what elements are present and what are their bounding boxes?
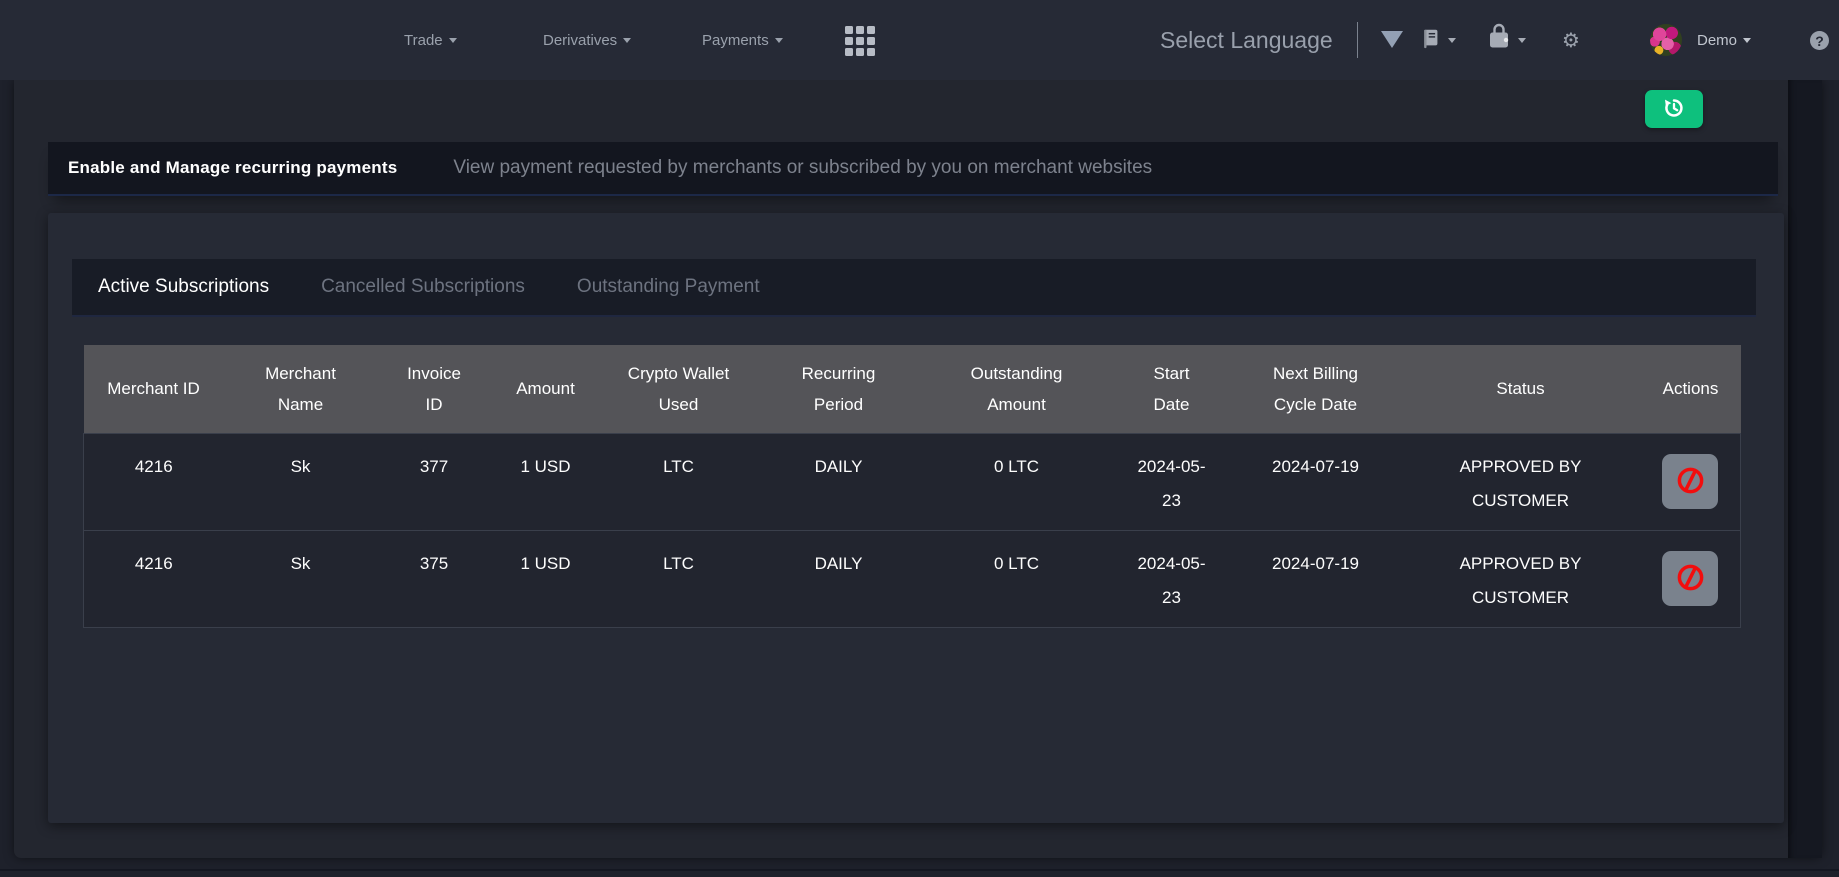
chevron-down-icon — [1518, 37, 1526, 43]
orderbook-menu[interactable] — [1420, 0, 1456, 80]
col-crypto-wallet: Crypto Wallet Used — [627, 363, 730, 414]
user-menu[interactable]: Demo — [1697, 0, 1752, 80]
page-subtitle: View payment requested by merchants or s… — [453, 157, 1153, 178]
cell-invoice-id: 375 — [377, 529, 491, 628]
tab-active-subscriptions[interactable]: Active Subscriptions — [72, 259, 295, 315]
nav-menu-trade-label: Trade — [404, 31, 443, 49]
cancel-subscription-icon — [1675, 465, 1706, 499]
chevron-down-icon — [774, 37, 783, 43]
history-icon — [1662, 96, 1686, 123]
cell-crypto-wallet: LTC — [600, 529, 757, 628]
col-actions: Actions — [1662, 379, 1719, 399]
col-merchant-id: Merchant ID — [107, 379, 200, 399]
table-header-row: Merchant ID Merchant Name Invoice ID Amo… — [83, 345, 1741, 433]
cancel-subscription-button[interactable] — [1662, 551, 1719, 606]
tab-bar: Active Subscriptions Cancelled Subscript… — [72, 259, 1756, 317]
gear-icon: ⚙ — [1562, 29, 1580, 52]
tab-label: Outstanding Payment — [576, 276, 760, 297]
wallet-lock-icon — [1486, 23, 1512, 58]
cell-actions — [1640, 529, 1741, 628]
table-row: 4216 Sk 375 1 USD LTC DAILY 0 LTC 2024-0… — [83, 529, 1741, 628]
user-menu-label: Demo — [1697, 31, 1738, 49]
status-badge: APPROVED BY CUSTOMER — [1459, 553, 1582, 607]
cell-next-billing: 2024-07-19 — [1230, 432, 1401, 531]
help-glyph: ? — [1815, 32, 1824, 49]
tab-cancelled-subscriptions[interactable]: Cancelled Subscriptions — [295, 259, 551, 315]
nav-menu-payments[interactable]: Payments — [702, 0, 783, 80]
tab-label: Cancelled Subscriptions — [321, 276, 525, 297]
cell-outstanding-amount: 0 LTC — [920, 432, 1113, 531]
cell-crypto-wallet: LTC — [600, 432, 757, 531]
chevron-down-icon — [1743, 37, 1752, 43]
col-amount: Amount — [516, 379, 575, 399]
table-row: 4216 Sk 377 1 USD LTC DAILY 0 LTC 2024-0… — [83, 432, 1741, 531]
chevron-down-icon — [623, 37, 632, 43]
cell-merchant-name: Sk — [223, 529, 378, 628]
status-badge: APPROVED BY CUSTOMER — [1459, 456, 1582, 510]
col-recurring-period: Recurring Period — [801, 363, 876, 414]
col-start-date: Start Date — [1153, 363, 1190, 414]
cell-invoice-id: 377 — [377, 432, 491, 531]
chevron-down-icon — [1448, 37, 1456, 43]
wallet-menu[interactable] — [1486, 0, 1526, 80]
cell-next-billing: 2024-07-19 — [1230, 529, 1401, 628]
help-icon[interactable]: ? — [1810, 31, 1829, 50]
cell-amount: 1 USD — [490, 432, 601, 531]
col-next-billing: Next Billing Cycle Date — [1272, 363, 1359, 414]
cell-merchant-id: 4216 — [83, 432, 224, 531]
nav-menu-trade[interactable]: Trade — [404, 0, 457, 80]
cell-start-date: 2024-05-23 — [1112, 432, 1231, 531]
tab-label: Active Subscriptions — [98, 276, 270, 297]
page-title: Enable and Manage recurring payments — [68, 158, 398, 177]
cancel-subscription-button[interactable] — [1662, 454, 1719, 509]
col-merchant-name: Merchant Name — [265, 363, 336, 414]
subscriptions-table-wrap: Merchant ID Merchant Name Invoice ID Amo… — [83, 345, 1741, 628]
cell-status: APPROVED BY CUSTOMER — [1400, 432, 1641, 531]
refresh-history-button[interactable] — [1645, 90, 1703, 128]
right-inset-band — [1788, 80, 1822, 858]
cell-status: APPROVED BY CUSTOMER — [1400, 529, 1641, 628]
avatar[interactable] — [1650, 24, 1682, 56]
subscriptions-table: Merchant ID Merchant Name Invoice ID Amo… — [83, 345, 1741, 628]
cell-outstanding-amount: 0 LTC — [920, 529, 1113, 628]
cell-amount: 1 USD — [490, 529, 601, 628]
cell-recurring-period: DAILY — [756, 529, 921, 628]
language-selector-label: Select Language — [1160, 26, 1333, 53]
top-nav: Trade Derivatives Payments Select Langua… — [0, 0, 1839, 80]
apps-grid-icon[interactable] — [845, 26, 875, 56]
bottom-divider — [0, 869, 1839, 871]
col-outstanding-amount: Outstanding Amount — [970, 363, 1063, 414]
cell-merchant-id: 4216 — [83, 529, 224, 628]
settings-menu[interactable]: ⚙ — [1562, 0, 1580, 80]
language-dropdown-triangle[interactable] — [1381, 31, 1403, 48]
cell-recurring-period: DAILY — [756, 432, 921, 531]
chevron-down-icon — [448, 37, 457, 43]
nav-menu-derivatives[interactable]: Derivatives — [543, 0, 632, 80]
cell-start-date: 2024-05-23 — [1112, 529, 1231, 628]
cell-actions — [1640, 432, 1741, 531]
subscriptions-panel: Active Subscriptions Cancelled Subscript… — [48, 213, 1784, 823]
tab-outstanding-payment[interactable]: Outstanding Payment — [551, 259, 786, 315]
orderbook-icon — [1420, 27, 1442, 54]
nav-menu-payments-label: Payments — [702, 31, 769, 49]
nav-menu-derivatives-label: Derivatives — [543, 31, 618, 49]
cancel-subscription-icon — [1675, 562, 1706, 596]
cell-merchant-name: Sk — [223, 432, 378, 531]
language-selector[interactable]: Select Language — [1160, 0, 1333, 80]
col-invoice-id: Invoice ID — [407, 363, 461, 414]
nav-divider — [1357, 22, 1358, 58]
col-status: Status — [1496, 379, 1545, 399]
section-header: Enable and Manage recurring payments Vie… — [48, 142, 1778, 196]
